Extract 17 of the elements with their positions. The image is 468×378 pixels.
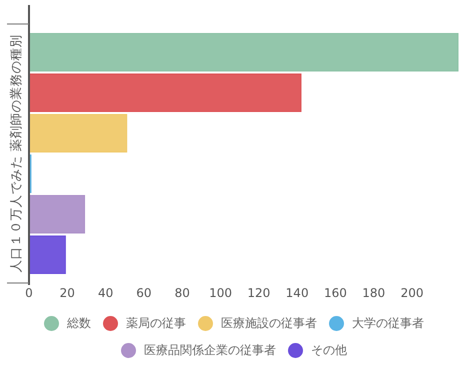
x-tick-label: 140	[286, 286, 309, 300]
legend-label: 医療施設の従事者	[221, 315, 317, 332]
x-tick-label: 60	[136, 286, 152, 300]
x-tick-label: 100	[209, 286, 232, 300]
x-tick-label: 200	[400, 286, 424, 300]
x-tick-label: 80	[174, 286, 190, 300]
legend-label: 大学の従事者	[352, 315, 424, 332]
y-axis-title: 人口１０万人でみた 薬剤師の業務の種別	[8, 34, 23, 272]
legend-label: その他	[311, 342, 347, 359]
x-tick-label: 180	[362, 286, 386, 300]
legend-label: 総数	[67, 315, 91, 332]
legend-label: 薬局の従事	[126, 315, 186, 332]
x-tick-label: 20	[60, 286, 75, 300]
x-tick-label: 160	[324, 286, 347, 300]
x-tick-label: 120	[247, 286, 270, 300]
x-tick-label: 0	[25, 286, 33, 300]
x-tick-label: 40	[98, 286, 114, 300]
